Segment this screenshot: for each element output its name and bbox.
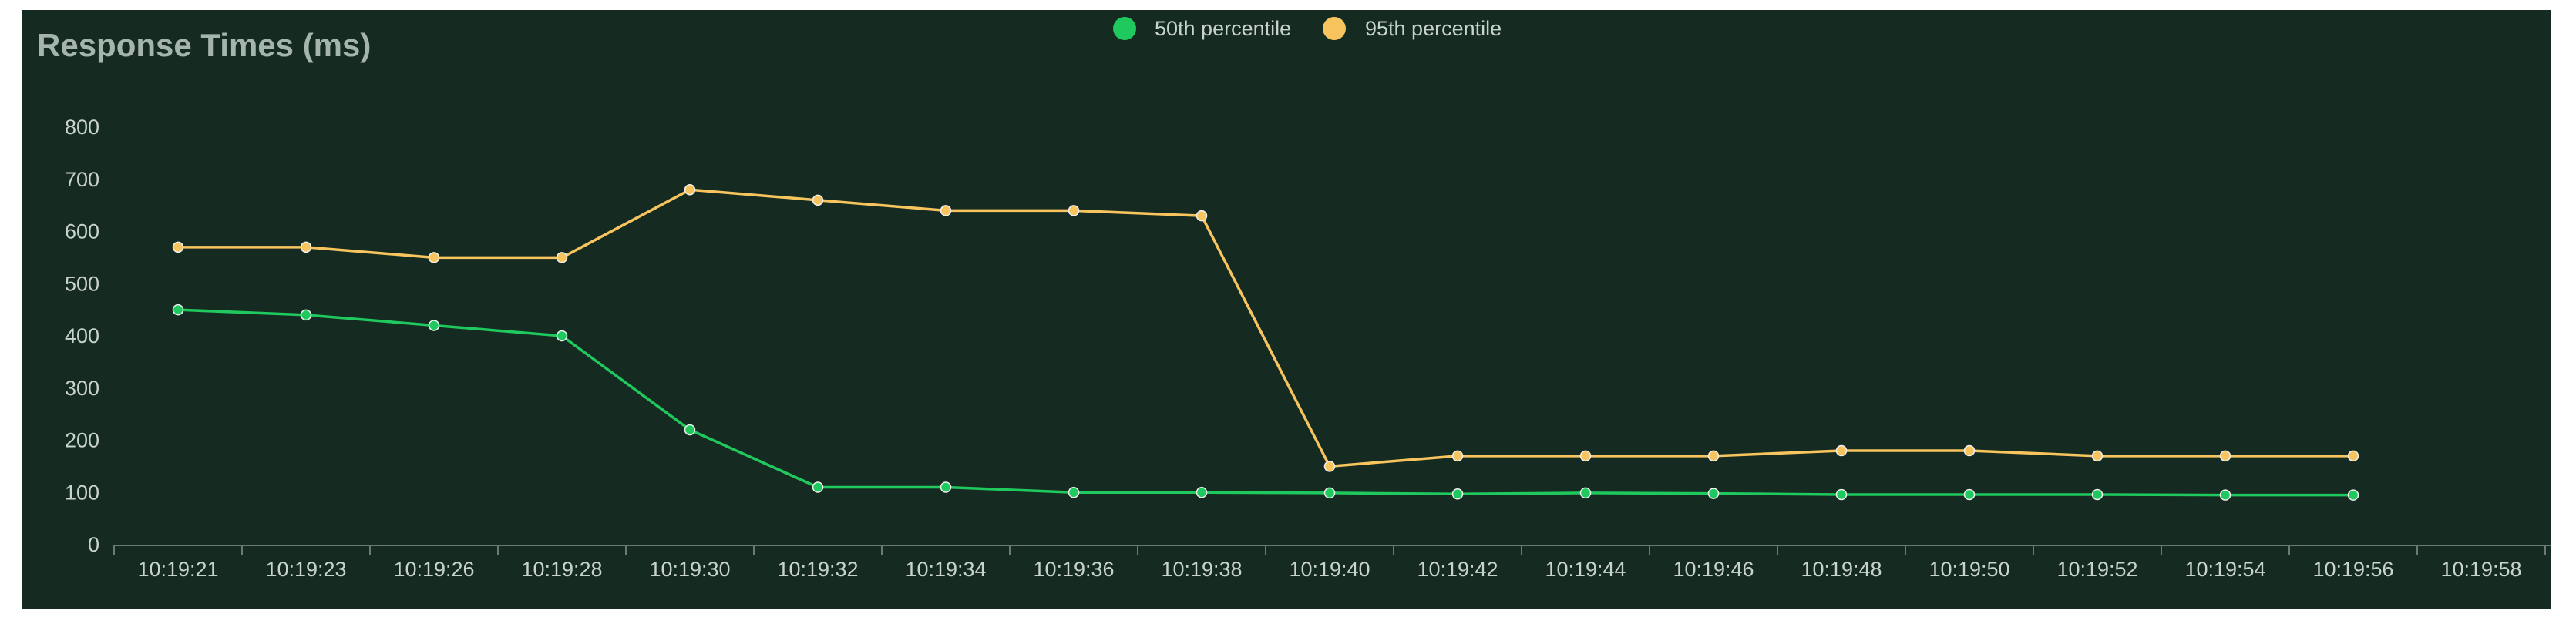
y-tick-label: 700 [65,168,99,191]
data-point-50th-percentile[interactable] [300,309,312,321]
data-point-50th-percentile[interactable] [2219,489,2231,501]
data-point-50th-percentile[interactable] [1835,488,1848,501]
y-tick-label: 100 [65,481,99,504]
x-tick-label: 10:19:28 [521,558,602,581]
data-point-95th-percentile[interactable] [1323,461,1336,472]
legend-marker-95th-percentile[interactable] [1323,17,1346,40]
series-line-50th-percentile [177,308,2353,497]
series-line-95th-percentile [178,188,2353,468]
x-tick-label: 10:19:38 [1161,558,1242,581]
x-tick-label: 10:19:32 [777,558,858,581]
x-tick-label: 10:19:52 [2056,558,2137,581]
legend[interactable]: 50th percentile 95th percentile [1113,17,1502,40]
data-point-50th-percentile[interactable] [1451,488,1464,500]
x-tick-label: 10:19:44 [1545,558,1626,581]
data-point-50th-percentile[interactable] [940,481,952,493]
data-point-95th-percentile[interactable] [2219,450,2231,462]
data-point-95th-percentile[interactable] [1579,450,1592,462]
data-point-50th-percentile[interactable] [1707,488,1720,499]
data-point-95th-percentile[interactable] [812,194,824,206]
x-tick-label: 10:19:46 [1673,558,1754,581]
x-tick-label: 10:19:23 [265,558,346,581]
data-point-95th-percentile[interactable] [1835,444,1848,457]
y-axis: 0 100 200 300 400 500 600 700 800 [65,116,99,556]
chart-panel: Response Times (ms) 50th percentile 95th … [22,10,2551,609]
data-point-50th-percentile[interactable] [556,330,568,342]
x-tick-label: 10:19:34 [905,558,986,581]
data-point-50th-percentile[interactable] [172,304,184,316]
series-lines [177,188,2353,497]
y-tick-label: 800 [65,116,99,139]
y-tick-label: 600 [65,220,99,243]
data-point-50th-percentile[interactable] [2091,488,2104,501]
data-point-50th-percentile[interactable] [1068,487,1080,498]
data-point-95th-percentile[interactable] [300,241,312,253]
data-point-95th-percentile[interactable] [1707,450,1720,462]
data-point-50th-percentile[interactable] [2347,489,2359,501]
x-tick-label: 10:19:58 [2440,558,2521,581]
data-point-95th-percentile[interactable] [1963,444,1976,457]
data-point-95th-percentile[interactable] [556,252,568,263]
x-tick-label: 10:19:21 [137,558,218,581]
data-point-95th-percentile[interactable] [684,184,696,196]
data-point-95th-percentile[interactable] [2091,450,2104,462]
data-point-95th-percentile[interactable] [2347,450,2359,462]
data-point-95th-percentile[interactable] [1196,210,1208,222]
x-tick-label: 10:19:50 [1929,558,2009,581]
x-tick-label: 10:19:42 [1417,558,1498,581]
y-tick-label: 400 [65,324,99,347]
chart-title: Response Times (ms) [37,27,372,63]
x-tick-label: 10:19:36 [1033,558,1114,581]
y-tick-label: 200 [65,429,99,452]
y-tick-label: 500 [65,272,99,295]
data-point-95th-percentile[interactable] [940,205,952,216]
data-point-95th-percentile[interactable] [172,241,184,253]
data-point-50th-percentile[interactable] [428,320,440,331]
line-chart: 50th percentile 95th percentile 0 100 200 30… [65,17,2551,581]
series-points[interactable] [172,184,2359,501]
data-point-50th-percentile[interactable] [1323,487,1336,499]
y-tick-label: 300 [65,377,99,400]
x-tick-label: 10:19:30 [649,558,730,581]
data-point-50th-percentile[interactable] [1196,487,1208,498]
x-tick-label: 10:19:54 [2184,558,2265,581]
legend-marker-50th-percentile[interactable] [1113,17,1136,40]
data-point-50th-percentile[interactable] [1963,488,1976,501]
x-tick-label: 10:19:26 [393,558,474,581]
x-axis: 10:19:21 10:19:23 10:19:26 10:19:28 10:19:30… [113,545,2551,581]
x-tick-label: 10:19:48 [1801,558,1882,581]
x-tick-label: 10:19:40 [1289,558,1370,581]
data-point-50th-percentile[interactable] [684,424,696,436]
data-point-50th-percentile[interactable] [1579,487,1592,499]
legend-label-50th-percentile[interactable]: 50th percentile [1155,17,1291,40]
y-tick-label: 0 [88,533,99,556]
data-point-95th-percentile[interactable] [1068,205,1080,216]
legend-label-95th-percentile[interactable]: 95th percentile [1365,17,1502,40]
data-point-95th-percentile[interactable] [1451,450,1464,462]
data-point-50th-percentile[interactable] [812,481,824,493]
data-point-95th-percentile[interactable] [428,252,440,263]
x-tick-label: 10:19:56 [2312,558,2393,581]
